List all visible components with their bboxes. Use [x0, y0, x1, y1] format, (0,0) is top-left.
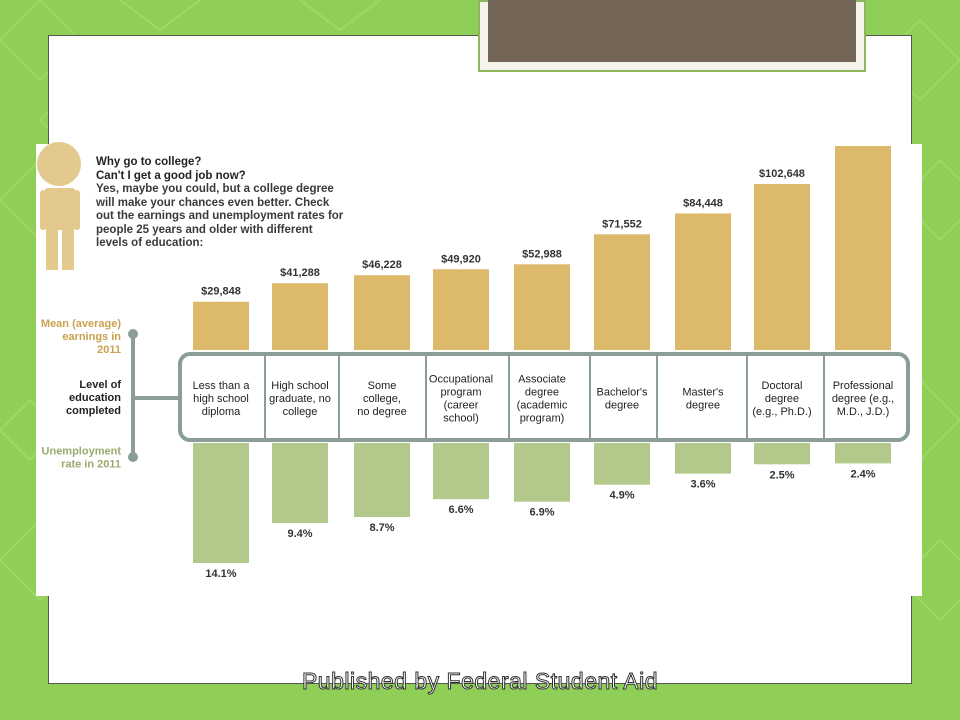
earnings-bar: [193, 301, 249, 350]
bars-layer: $29,848 14.1% $41,288 9.4% $46,228 8.7% $49,92…: [193, 146, 891, 580]
intro-question-1: Why go to college?: [96, 156, 202, 168]
earnings-row-label: Mean (average) earnings in 2011: [41, 318, 121, 356]
person-figure-icon: [37, 142, 81, 270]
education-level-label: Associate degree (academic program): [517, 374, 568, 425]
earnings-value-label: $46,228: [362, 259, 402, 271]
row-labels: Mean (average) earnings in 2011 Level of edu…: [41, 318, 121, 471]
earnings-bar: [514, 264, 570, 350]
title-placeholder: [488, 0, 856, 62]
earnings-value-label: $52,988: [522, 248, 562, 260]
unemployment-bar: [193, 443, 249, 563]
unemployment-value-label: 2.4%: [850, 468, 875, 480]
intro-text: Why go to college? Can't I get a good jo…: [96, 156, 346, 251]
earnings-value-label: $49,920: [441, 253, 481, 265]
intro-body: Yes, maybe you could, but a college degr…: [96, 183, 344, 249]
education-level-label: Less than a high school diploma: [193, 380, 251, 418]
earnings-value-label: $41,288: [280, 267, 320, 279]
education-level-label: Occupational program (career school): [429, 374, 493, 425]
unemployment-value-label: 6.9%: [529, 507, 554, 519]
unemployment-row-label: Unemployment rate in 2011: [42, 446, 122, 471]
unemployment-bar: [272, 443, 328, 523]
intro-question-2: Can't I get a good job now?: [96, 169, 246, 182]
education-row-label: Level of education completed: [66, 379, 121, 417]
unemployment-value-label: 3.6%: [690, 479, 715, 491]
education-level-label: Bachelor's degree: [596, 387, 648, 412]
footer-caption: Published by Federal Student Aid: [301, 668, 659, 695]
unemployment-bar: [835, 443, 891, 464]
unemployment-value-label: 9.4%: [287, 528, 312, 540]
connector-dot-top: [128, 329, 138, 339]
unemployment-bar: [433, 443, 489, 500]
unemployment-value-label: 8.7%: [369, 522, 394, 534]
education-level-label: Some college, no degree: [357, 380, 407, 418]
earnings-bar: [272, 283, 328, 350]
earnings-bar: [675, 213, 731, 350]
earnings-value-label: $71,552: [602, 218, 642, 230]
earnings-bar: [754, 184, 810, 350]
earnings-unemployment-infographic: $29,848 14.1% $41,288 9.4% $46,228 8.7% $49,92…: [36, 142, 922, 596]
unemployment-value-label: 4.9%: [609, 490, 634, 502]
earnings-bar: [433, 269, 489, 350]
education-cells: Less than a high school diploma High school…: [193, 356, 894, 438]
unemployment-bar: [754, 443, 810, 465]
education-level-label: Professional degree (e.g., M.D., J.D.): [832, 380, 894, 418]
unemployment-value-label: 6.6%: [448, 504, 473, 516]
earnings-value-label: $29,848: [201, 286, 241, 298]
earnings-bar: [354, 275, 410, 350]
earnings-bar: [594, 234, 650, 350]
education-level-label: Master's degree: [682, 387, 724, 412]
education-level-label: High school graduate, no college: [269, 380, 331, 418]
unemployment-bar: [594, 443, 650, 485]
earnings-value-label: $84,448: [683, 197, 723, 209]
unemployment-bar: [354, 443, 410, 518]
connector-dot-bottom: [128, 452, 138, 462]
earnings-value-label: $102,648: [759, 168, 805, 180]
education-level-label: Doctoral degree (e.g., Ph.D.): [752, 380, 811, 418]
unemployment-bar: [514, 443, 570, 502]
unemployment-value-label: 14.1%: [205, 568, 236, 580]
unemployment-bar: [675, 443, 731, 474]
unemployment-value-label: 2.5%: [769, 469, 794, 481]
earnings-bar: [835, 146, 891, 350]
